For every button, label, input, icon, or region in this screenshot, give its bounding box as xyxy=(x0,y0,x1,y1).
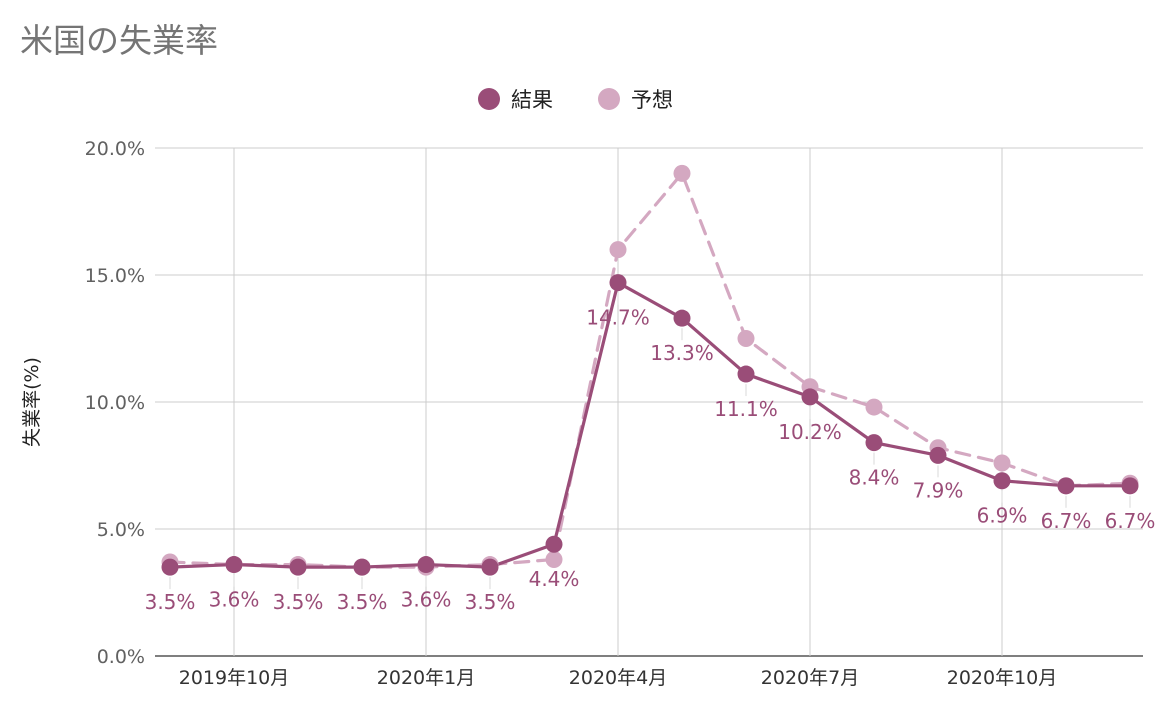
data-point-actual xyxy=(161,558,179,576)
series-lines xyxy=(168,171,1132,569)
data-point-forecast xyxy=(737,330,755,347)
legend-label-forecast: 予想 xyxy=(631,88,673,112)
x-tick-label: 2020年4月 xyxy=(569,667,667,689)
data-label: 6.7% xyxy=(1041,509,1092,533)
y-tick-label: 20.0% xyxy=(85,138,145,160)
data-label: 8.4% xyxy=(849,466,900,490)
x-tick-label: 2020年7月 xyxy=(761,667,859,689)
y-tick-label: 5.0% xyxy=(97,519,145,541)
data-point-forecast xyxy=(993,454,1011,472)
data-points xyxy=(161,164,1139,576)
data-label: 4.4% xyxy=(529,567,580,591)
legend-marker-actual xyxy=(478,88,500,110)
data-label-leaders xyxy=(169,292,1131,590)
data-point-forecast xyxy=(673,164,691,182)
data-label: 11.1% xyxy=(714,397,778,421)
data-point-actual xyxy=(929,446,947,464)
data-point-actual xyxy=(1057,477,1075,495)
data-point-actual xyxy=(289,558,307,576)
data-point-forecast xyxy=(545,550,563,568)
x-tick-label: 2019年10月 xyxy=(179,667,290,689)
data-label: 10.2% xyxy=(778,420,842,444)
data-point-actual xyxy=(737,365,755,383)
data-point-actual xyxy=(417,556,435,574)
x-tick-label: 2020年1月 xyxy=(377,667,475,689)
data-label: 3.6% xyxy=(401,588,452,612)
data-labels: 3.5% 3.6% 3.5% 3.5% 3.6% 3.5% 4.4% 14.7%13.3% 11… xyxy=(145,306,1156,614)
y-axis-label: 失業率(%) xyxy=(21,357,43,447)
data-point-actual xyxy=(801,388,819,406)
data-label: 14.7% xyxy=(586,306,650,330)
data-point-forecast xyxy=(865,398,883,416)
data-point-actual xyxy=(609,274,627,292)
data-label: 3.6% xyxy=(209,588,260,612)
y-tick-label: 15.0% xyxy=(85,265,145,287)
legend-label-actual: 結果 xyxy=(511,88,553,112)
y-tick-label: 10.0% xyxy=(85,392,145,414)
data-label: 3.5% xyxy=(337,590,388,614)
legend: 結果 予想 xyxy=(478,88,673,112)
data-label: 13.3% xyxy=(650,341,714,365)
legend-marker-forecast xyxy=(598,88,620,110)
data-label: 3.5% xyxy=(273,590,324,614)
data-label: 3.5% xyxy=(465,590,516,614)
data-label: 7.9% xyxy=(913,478,964,502)
y-axis-ticks: 0.0% 5.0% 10.0% 15.0% 20.0% xyxy=(85,138,145,668)
data-label: 6.7% xyxy=(1105,509,1156,533)
y-tick-label: 0.0% xyxy=(97,646,145,668)
x-axis-ticks: 2019年10月 2020年1月 2020年4月 2020年7月 2020年10月 xyxy=(179,667,1058,689)
data-point-actual xyxy=(993,472,1011,490)
data-point-actual xyxy=(545,535,563,553)
grid xyxy=(155,147,1143,657)
data-point-actual xyxy=(673,309,691,327)
data-point-actual xyxy=(225,556,243,574)
data-point-forecast xyxy=(609,241,627,259)
data-point-actual xyxy=(353,558,371,576)
data-label: 3.5% xyxy=(145,590,196,614)
data-label: 6.9% xyxy=(977,504,1028,528)
chart-title: 米国の失業率 xyxy=(20,21,218,60)
series-line-actual xyxy=(168,281,1132,569)
data-point-actual xyxy=(1121,477,1139,495)
data-point-actual xyxy=(865,434,883,452)
x-tick-label: 2020年10月 xyxy=(947,667,1058,689)
data-point-actual xyxy=(481,558,499,576)
